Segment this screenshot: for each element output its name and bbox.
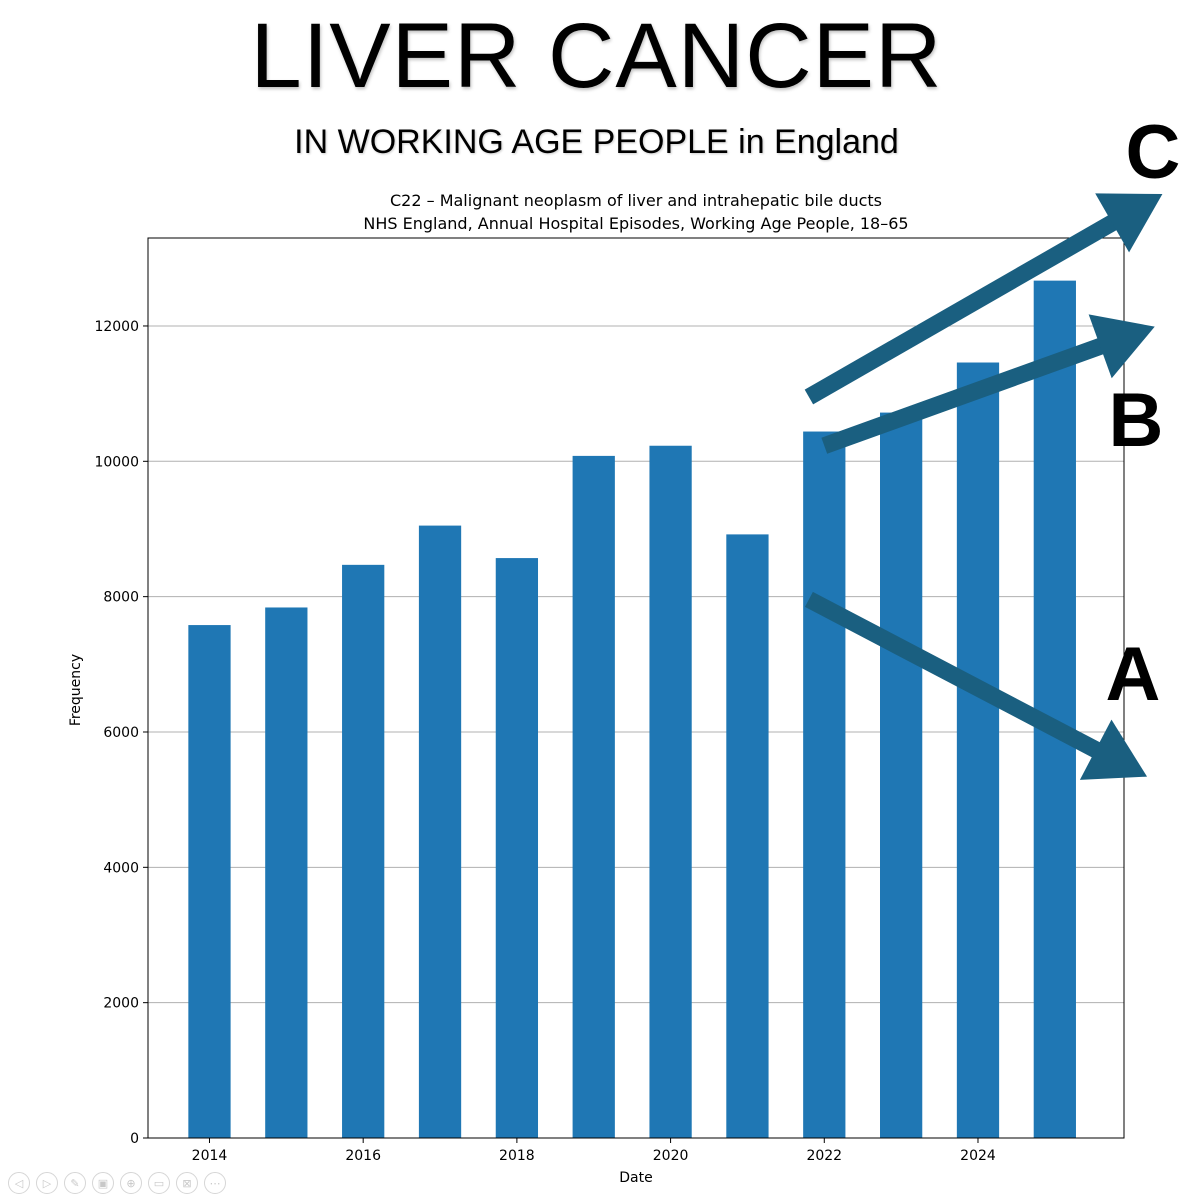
previous-icon[interactable]: ◁ [8, 1172, 30, 1194]
x-tick-label: 2020 [653, 1148, 689, 1164]
chart-subtitle: NHS England, Annual Hospital Episodes, W… [363, 214, 908, 233]
bar-2022 [803, 431, 846, 1139]
bar-2024 [956, 362, 1000, 1138]
bar-2014 [188, 625, 231, 1138]
next-icon[interactable]: ▷ [36, 1172, 58, 1194]
bar-2021 [726, 534, 769, 1138]
pen-icon[interactable]: ✎ [64, 1172, 86, 1194]
chart-title: C22 – Malignant neoplasm of liver and in… [390, 191, 882, 210]
y-tick-label: 0 [130, 1131, 139, 1147]
x-tick-label: 2022 [806, 1148, 842, 1164]
camera-icon[interactable]: ⊠ [176, 1172, 198, 1194]
trend-arrow-a-shaft [804, 591, 1104, 760]
plot-frame [147, 237, 1125, 1139]
bar-2020 [649, 445, 692, 1138]
y-axis-label: Frequency [68, 654, 84, 726]
trend-label-b: B [1109, 378, 1164, 463]
bar-2025 [1033, 280, 1076, 1138]
y-tick-label: 4000 [103, 860, 139, 876]
trend-arrow-c-shaft [804, 213, 1120, 405]
y-tick-label: 12000 [94, 319, 139, 335]
slides-icon[interactable]: ▣ [92, 1172, 114, 1194]
trend-label-a: A [1106, 632, 1161, 717]
bar-2017 [418, 525, 462, 1138]
x-axis-label: Date [619, 1170, 652, 1186]
x-tick-label: 2014 [192, 1148, 228, 1164]
bar-2016 [342, 564, 385, 1138]
bar-2023 [880, 412, 923, 1139]
trend-labels: C B A [1106, 110, 1181, 717]
trend-arrow-c-head [1095, 193, 1163, 253]
x-tick-label: 2018 [499, 1148, 535, 1164]
bar-2015 [265, 607, 308, 1138]
bar-2019 [572, 455, 615, 1138]
x-tick-label: 2024 [960, 1148, 996, 1164]
trend-arrow-b-shaft [821, 336, 1107, 454]
bar-series [188, 280, 1076, 1139]
zoom-icon[interactable]: ⊕ [120, 1172, 142, 1194]
bar-2018 [495, 558, 539, 1138]
y-tick-label: 8000 [103, 590, 139, 606]
subtitles-icon[interactable]: ▭ [148, 1172, 170, 1194]
trend-arrows [804, 193, 1163, 780]
more-icon[interactable]: ⋯ [204, 1172, 226, 1194]
x-axis-ticks: 2014 2016 2018 2020 2022 2024 [192, 1138, 996, 1164]
y-axis-ticks: 0 2000 4000 6000 8000 10000 12000 [94, 319, 148, 1147]
slide-title: LIVER CANCER [250, 5, 943, 107]
slideshow-toolbar: ◁ ▷ ✎ ▣ ⊕ ▭ ⊠ ⋯ [8, 1172, 226, 1194]
x-tick-label: 2016 [345, 1148, 381, 1164]
y-tick-label: 6000 [103, 725, 139, 741]
trend-arrow-b-head [1088, 314, 1155, 379]
y-tick-label: 2000 [103, 996, 139, 1012]
slide-subtitle: IN WORKING AGE PEOPLE in England [294, 123, 899, 161]
y-tick-label: 10000 [94, 454, 139, 470]
trend-label-c: C [1126, 110, 1181, 195]
trend-arrow-a-head [1079, 719, 1148, 780]
